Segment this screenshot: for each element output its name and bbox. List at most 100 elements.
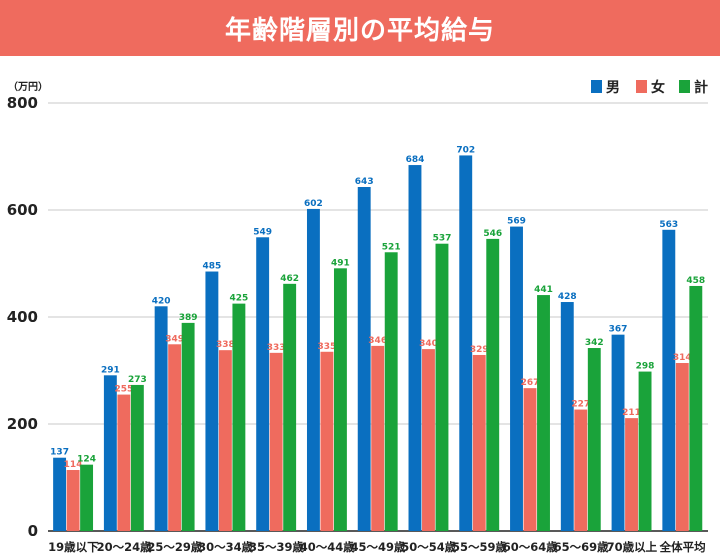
data-label: 602	[304, 199, 323, 209]
data-label: 425	[229, 294, 248, 304]
y-tick-label: 200	[7, 415, 38, 433]
data-label: 549	[253, 227, 272, 237]
data-label: 643	[355, 177, 374, 187]
x-tick-label: 30～34歳	[198, 540, 254, 554]
bar-女	[320, 351, 334, 531]
legend: 男女計	[591, 79, 708, 96]
data-label: 537	[433, 234, 452, 244]
data-label: 367	[609, 325, 628, 335]
x-tick-label: 65～69歳	[554, 540, 610, 554]
data-label: 314	[673, 353, 692, 363]
data-label: 389	[179, 313, 198, 323]
x-tick-label: 19歳以下	[48, 540, 99, 554]
x-tick-label: 25～29歳	[147, 540, 203, 554]
bar-女	[66, 470, 80, 531]
data-label: 458	[686, 276, 705, 286]
data-label: 333	[267, 343, 286, 353]
x-tick-label: 70歳以上	[607, 540, 658, 554]
data-label: 124	[77, 455, 96, 465]
legend-swatch	[679, 80, 690, 93]
data-label: 462	[280, 274, 299, 284]
x-axis: 19歳以下20～24歳25～29歳30～34歳35～39歳40～44歳45～49…	[48, 540, 705, 554]
bar-計	[638, 371, 652, 531]
data-label: 329	[470, 345, 489, 355]
y-axis: （万円） 0 200 400 600 800	[7, 80, 48, 540]
bar-男	[306, 208, 320, 531]
x-tick-label: 55～59歳	[452, 540, 508, 554]
y-tick-label: 600	[7, 201, 38, 219]
bar-女	[523, 388, 537, 531]
data-label: 211	[622, 408, 641, 418]
x-tick-label: 45～49歳	[350, 540, 406, 554]
chart-title: 年齢階層別の平均給与	[224, 15, 495, 46]
bar-計	[384, 252, 398, 531]
y-tick-label: 400	[7, 308, 38, 326]
chart-title-banner: 年齢階層別の平均給与	[0, 0, 720, 56]
data-label: 335	[318, 342, 337, 352]
bar-女	[675, 363, 689, 531]
bar-男	[459, 155, 473, 531]
legend-label: 男	[606, 80, 620, 96]
bar-女	[117, 394, 131, 531]
y-axis-unit: （万円）	[8, 80, 48, 93]
data-label: 114	[64, 460, 83, 470]
bar-計	[486, 238, 500, 531]
bar-男	[408, 165, 422, 531]
bar-計	[283, 283, 297, 531]
data-label: 684	[406, 155, 425, 165]
data-label: 420	[152, 296, 171, 306]
legend-label: 女	[651, 79, 665, 96]
bar-計	[80, 464, 94, 531]
data-label: 273	[128, 375, 147, 385]
data-label: 569	[507, 217, 526, 227]
data-label: 491	[331, 258, 350, 268]
bar-女	[218, 350, 232, 531]
bar-男	[510, 226, 523, 531]
x-tick-label: 40～44歳	[300, 540, 356, 554]
bar-男	[103, 375, 117, 531]
bar-計	[587, 348, 601, 531]
legend-label: 計	[694, 79, 708, 96]
data-label: 137	[50, 448, 69, 458]
data-label: 340	[419, 339, 438, 349]
bar-男	[560, 302, 574, 531]
bar-女	[168, 344, 182, 531]
x-tick-label: 35～39歳	[249, 540, 305, 554]
data-label: 227	[571, 400, 590, 410]
bar-計	[130, 384, 144, 531]
bar-男	[154, 306, 168, 531]
bar-男	[357, 186, 371, 531]
legend-swatch	[591, 80, 602, 93]
data-label: 298	[636, 362, 655, 372]
data-label: 546	[483, 229, 502, 239]
bar-女	[269, 352, 283, 531]
data-label: 338	[216, 340, 235, 350]
x-tick-label: 60～64歳	[503, 540, 559, 554]
data-label: 291	[101, 365, 120, 375]
data-label: 485	[202, 262, 221, 272]
data-label: 267	[521, 378, 540, 388]
data-label: 563	[659, 220, 678, 230]
bar-男	[205, 271, 219, 531]
data-label: 255	[114, 385, 133, 395]
data-label: 521	[382, 242, 401, 252]
legend-swatch	[636, 80, 647, 93]
bar-計	[333, 268, 347, 531]
bar-男	[662, 229, 676, 532]
bar-計	[537, 295, 550, 531]
bar-女	[422, 349, 435, 531]
bar-計	[435, 243, 449, 531]
y-tick-label: 800	[7, 94, 38, 112]
data-label: 428	[558, 292, 577, 302]
bar-計	[232, 303, 246, 531]
bar-女	[574, 409, 588, 531]
bar-計	[689, 285, 703, 531]
data-label: 349	[165, 334, 184, 344]
data-label: 441	[534, 285, 553, 295]
bar-女	[371, 345, 385, 531]
x-tick-label: 全体平均	[659, 540, 706, 554]
bar-女	[472, 354, 486, 531]
bar-女	[625, 418, 638, 531]
